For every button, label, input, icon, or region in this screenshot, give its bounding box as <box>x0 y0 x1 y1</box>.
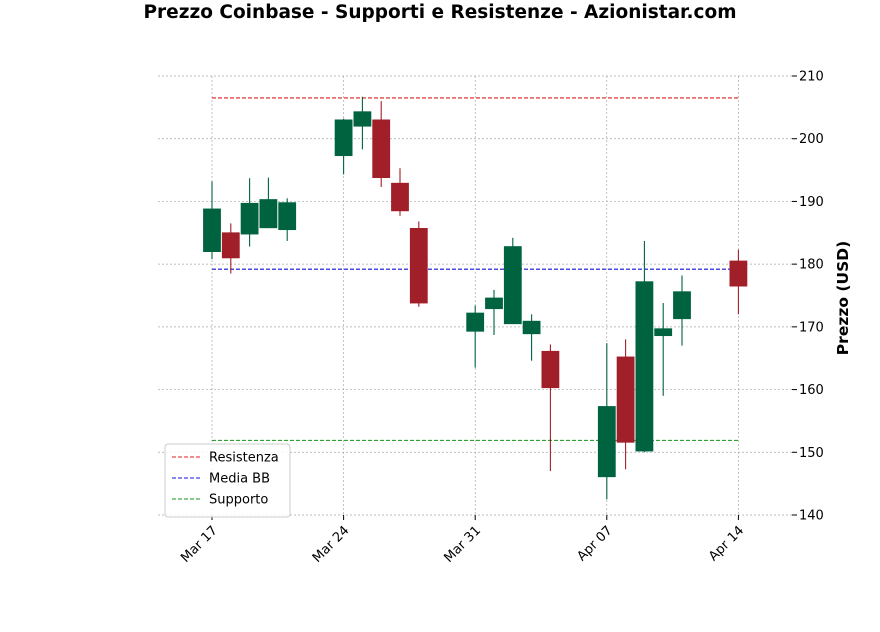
candle-body <box>278 202 297 231</box>
candle <box>391 168 409 216</box>
candle-body <box>616 356 635 443</box>
candle-body <box>259 199 278 229</box>
candle <box>729 249 748 315</box>
candle-body <box>409 227 428 304</box>
legend-label: Supporto <box>209 493 268 508</box>
x-tick-label: Apr 14 <box>706 523 747 564</box>
y-tick-label: 150 <box>799 446 824 461</box>
candle-body <box>541 350 560 389</box>
legend-label: Media BB <box>209 472 270 487</box>
candle <box>259 177 278 229</box>
candle <box>466 305 485 368</box>
candle <box>522 314 541 361</box>
candle <box>353 96 372 150</box>
x-tick-label: Mar 31 <box>441 523 484 566</box>
y-tick-label: 140 <box>799 509 824 524</box>
legend: Resistenza Media BB Supporto <box>164 443 291 518</box>
candle-body <box>240 202 259 235</box>
candle <box>203 181 221 260</box>
x-axis: Mar 17 Mar 24 Mar 31 Apr 07 Apr 14 <box>178 515 747 566</box>
candle-body <box>372 119 391 178</box>
candle-body <box>673 291 691 320</box>
chart-title: Prezzo Coinbase - Supporti e Resistenze … <box>143 2 736 23</box>
candle <box>635 240 654 453</box>
x-tick-label: Mar 17 <box>178 523 221 566</box>
candle-body <box>654 328 673 337</box>
candle-body <box>503 246 522 325</box>
candle-body <box>391 182 409 212</box>
candle-body <box>203 208 221 252</box>
legend-entry: Supporto <box>172 493 268 508</box>
y-tick-label: 180 <box>799 258 824 273</box>
candle <box>240 178 259 247</box>
candles <box>203 96 748 500</box>
candle <box>278 198 297 241</box>
candle <box>503 237 522 325</box>
candle-body <box>522 320 541 335</box>
y-tick-label: 200 <box>799 132 824 147</box>
y-axis: 140 150 160 170 180 190 200 210 <box>792 70 824 524</box>
candle-body <box>635 281 654 452</box>
y-axis-label: Prezzo (USD) <box>834 241 852 355</box>
y-tick-label: 170 <box>799 320 824 335</box>
candle <box>616 339 635 470</box>
candle-body <box>729 260 748 287</box>
candle <box>485 289 503 336</box>
candle <box>654 303 673 396</box>
candle-body <box>353 111 372 127</box>
candle <box>372 101 391 188</box>
legend-entry: Resistenza <box>172 451 279 466</box>
candle <box>541 344 560 472</box>
candle <box>221 223 240 274</box>
candle <box>334 118 353 175</box>
candle-body <box>466 312 485 332</box>
candle-body <box>334 119 353 157</box>
candle-body <box>221 232 240 259</box>
y-tick-label: 160 <box>799 383 824 398</box>
x-tick-label: Apr 07 <box>574 523 615 564</box>
y-tick-label: 210 <box>799 70 824 85</box>
x-tick-label: Mar 24 <box>310 523 353 566</box>
legend-label: Resistenza <box>209 451 279 466</box>
y-tick-label: 190 <box>799 195 824 210</box>
candle <box>597 343 616 500</box>
candle-body <box>485 297 503 310</box>
candle <box>673 275 691 346</box>
candle <box>409 221 428 307</box>
legend-entry: Media BB <box>172 472 270 487</box>
candle-body <box>597 406 616 478</box>
